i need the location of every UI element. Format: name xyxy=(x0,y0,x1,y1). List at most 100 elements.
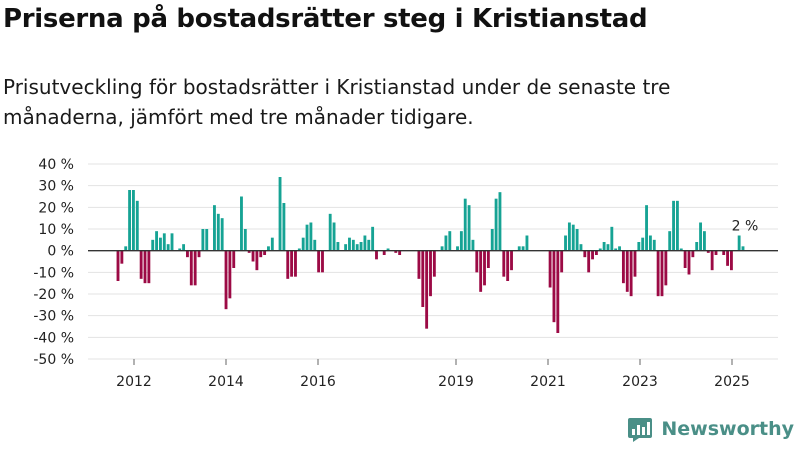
bar xyxy=(467,205,471,251)
bar xyxy=(128,190,132,251)
x-tick-label: 2012 xyxy=(116,374,152,390)
bar xyxy=(575,229,579,251)
bar xyxy=(552,250,556,323)
bar xyxy=(367,239,371,251)
bar xyxy=(456,246,459,251)
bar xyxy=(162,233,166,251)
bar xyxy=(691,250,695,258)
bar xyxy=(598,248,602,251)
bar xyxy=(621,250,625,284)
bar xyxy=(170,233,174,251)
bars xyxy=(116,177,745,333)
y-axis-ticks: 40 % 30 % 20 % 10 % 0 % -10 % -20 % -30 % -40 % -… xyxy=(33,157,74,368)
bar xyxy=(471,239,475,251)
bar xyxy=(641,237,645,251)
last-value-annotation: 2 % xyxy=(732,218,759,234)
bar xyxy=(205,229,209,251)
bar xyxy=(139,250,143,279)
bar xyxy=(567,222,571,251)
bar xyxy=(213,205,216,251)
bar xyxy=(475,250,479,273)
bar xyxy=(741,246,745,251)
bar xyxy=(216,213,220,251)
bar xyxy=(695,242,699,251)
bar xyxy=(386,248,390,251)
x-axis-ticks: 2012 2014 2016 2019 2021 2023 2025 xyxy=(116,359,750,390)
bar xyxy=(294,250,297,277)
bar xyxy=(132,190,135,251)
bar-chart-logo-icon xyxy=(628,418,653,442)
bar xyxy=(594,250,598,255)
bar xyxy=(321,250,324,273)
x-tick-label: 2016 xyxy=(300,374,336,390)
bar xyxy=(637,242,641,251)
bar xyxy=(290,250,294,277)
y-tick-label: -20 % xyxy=(33,287,74,303)
bar xyxy=(730,250,733,271)
bar xyxy=(521,246,525,251)
bar xyxy=(656,250,660,297)
bar xyxy=(583,250,587,258)
bar xyxy=(664,250,668,286)
bar xyxy=(336,242,340,251)
y-tick-label: -40 % xyxy=(33,330,74,346)
bar xyxy=(155,231,159,251)
bar xyxy=(579,244,583,251)
bar xyxy=(606,244,610,251)
bar xyxy=(159,237,162,251)
y-tick-label: 0 % xyxy=(47,244,74,260)
bar xyxy=(398,250,402,255)
bar xyxy=(189,250,193,286)
bar xyxy=(224,250,228,310)
x-tick-label: 2021 xyxy=(530,374,566,390)
bar xyxy=(602,242,606,251)
bar xyxy=(186,250,189,258)
bar xyxy=(702,231,706,251)
bar xyxy=(382,250,386,255)
bar xyxy=(463,198,467,251)
bar xyxy=(510,250,513,271)
bar xyxy=(432,250,436,277)
bar xyxy=(394,250,398,253)
bar xyxy=(675,200,679,251)
bar xyxy=(359,242,363,251)
bar xyxy=(429,250,432,297)
bar xyxy=(240,196,243,251)
bar xyxy=(309,222,313,251)
bar xyxy=(317,250,321,273)
bar xyxy=(348,237,351,251)
bar xyxy=(710,250,714,271)
bar xyxy=(267,246,270,251)
bar xyxy=(548,250,552,288)
bar xyxy=(486,250,490,268)
bar xyxy=(328,213,332,251)
bar xyxy=(301,237,305,251)
bar xyxy=(116,250,120,281)
chart-title: Priserna på bostadsrätter steg i Kristia… xyxy=(3,4,648,34)
bar xyxy=(479,250,483,292)
bar xyxy=(652,239,656,251)
bar xyxy=(645,205,648,251)
bar xyxy=(178,248,182,251)
bar xyxy=(220,218,224,251)
bar xyxy=(344,244,348,251)
chart-subtitle: Prisutveckling för bostadsrätter i Krist… xyxy=(3,75,671,129)
bar xyxy=(193,250,197,286)
bar xyxy=(182,244,186,251)
bar xyxy=(679,248,683,251)
bar xyxy=(282,203,286,251)
y-tick-label: -50 % xyxy=(33,352,74,368)
x-tick-label: 2025 xyxy=(714,374,750,390)
bar xyxy=(660,250,664,297)
bar xyxy=(502,250,506,277)
bar xyxy=(363,235,367,251)
bar xyxy=(355,244,359,251)
bar xyxy=(629,250,633,297)
y-tick-label: -10 % xyxy=(33,265,74,281)
bar xyxy=(124,246,128,251)
y-tick-label: 40 % xyxy=(38,157,74,173)
bar xyxy=(313,239,317,251)
bar xyxy=(444,235,448,251)
y-tick-label: 10 % xyxy=(38,222,74,238)
bar xyxy=(201,229,205,251)
